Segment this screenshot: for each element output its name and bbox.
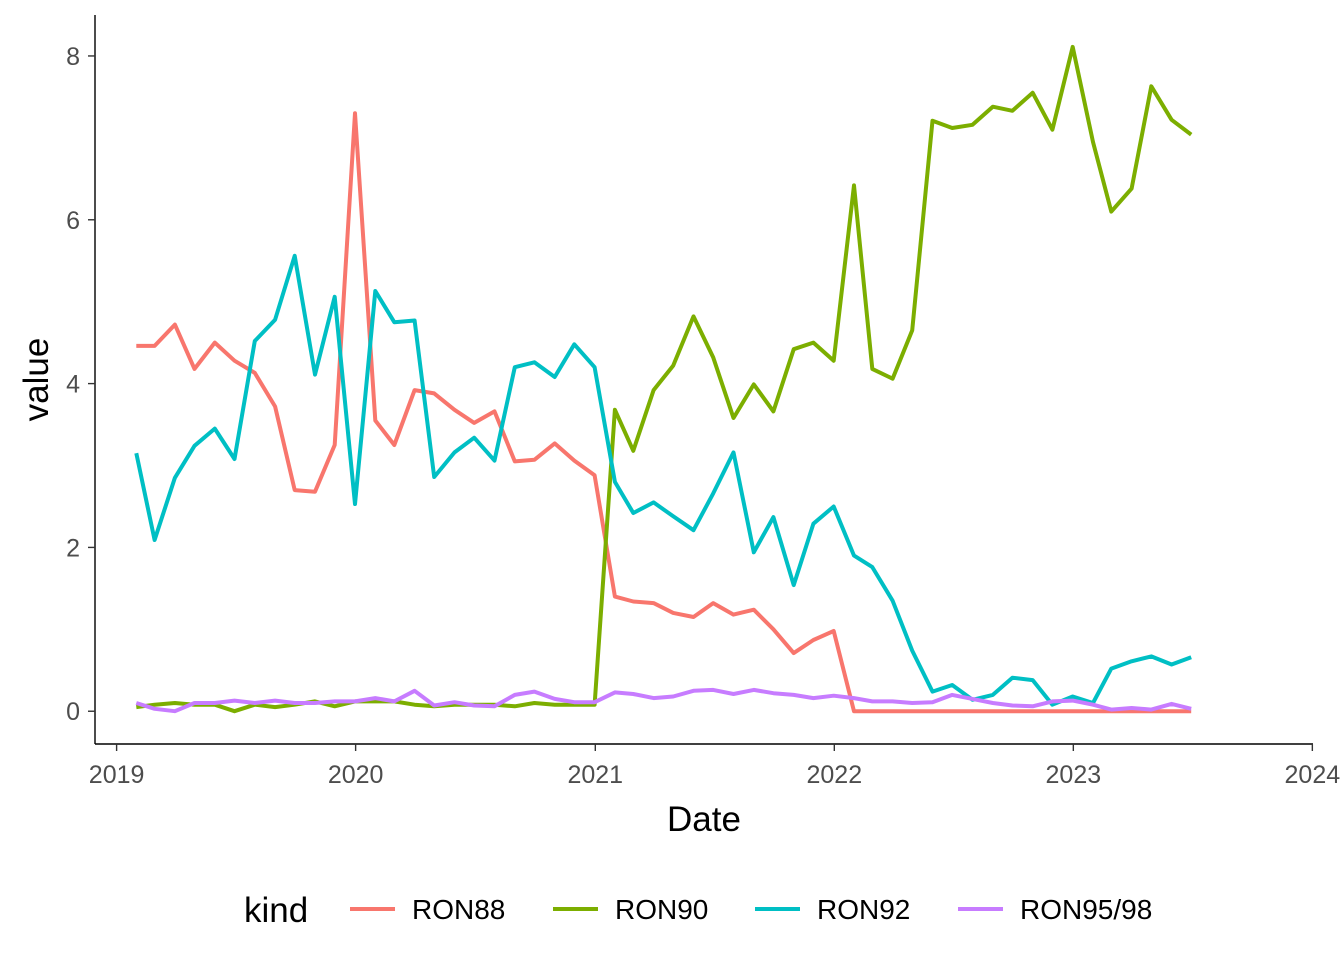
legend-title: kind bbox=[244, 891, 308, 930]
y-axis-ticks: 0 2 4 6 8 bbox=[66, 43, 95, 726]
y-tick-label: 2 bbox=[66, 534, 80, 562]
legend-label: RON92 bbox=[817, 894, 910, 925]
y-tick-label: 4 bbox=[66, 371, 80, 399]
series-line-ron88 bbox=[136, 111, 1192, 714]
y-tick-label: 6 bbox=[66, 207, 80, 235]
x-tick-label: 2022 bbox=[807, 761, 863, 789]
x-tick-label: 2024 bbox=[1285, 761, 1341, 789]
series-line-ron92 bbox=[134, 253, 1192, 707]
legend-label: RON95/98 bbox=[1020, 894, 1152, 925]
series-line-ron95-98 bbox=[135, 687, 1192, 714]
x-tick-label: 2019 bbox=[89, 761, 145, 789]
legend: kind RON88 RON90 RON92 RON95/98 bbox=[244, 891, 1152, 930]
y-axis-title: value bbox=[17, 338, 56, 422]
x-axis-ticks: 2019 2020 2021 2022 2023 2024 bbox=[89, 744, 1340, 789]
series-line-ron90 bbox=[136, 44, 1193, 714]
legend-label: RON90 bbox=[615, 894, 708, 925]
x-tick-label: 2021 bbox=[567, 761, 623, 789]
x-tick-label: 2020 bbox=[328, 761, 384, 789]
series-layer bbox=[134, 44, 1193, 714]
y-tick-label: 0 bbox=[66, 698, 80, 726]
y-tick-label: 8 bbox=[66, 43, 80, 71]
x-tick-label: 2023 bbox=[1046, 761, 1102, 789]
legend-label: RON88 bbox=[412, 894, 505, 925]
x-axis-title: Date bbox=[667, 800, 741, 839]
